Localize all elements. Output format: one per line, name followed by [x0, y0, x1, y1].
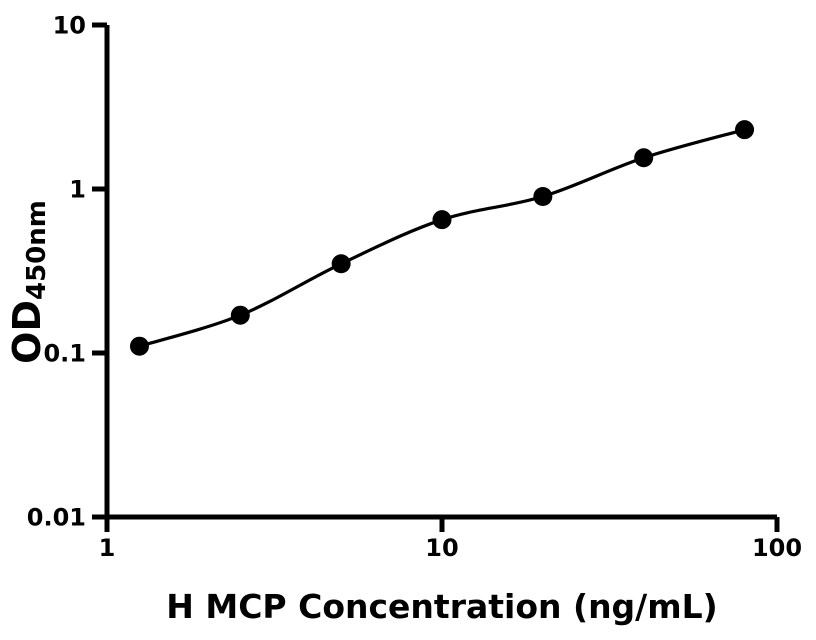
- x-tick-label: 1: [99, 534, 116, 562]
- data-point: [129, 336, 149, 356]
- y-axis-title: OD450nm: [5, 200, 52, 364]
- x-tick-label: 10: [425, 534, 458, 562]
- y-tick-label: 0.1: [43, 340, 86, 368]
- x-tick-label: 100: [752, 534, 802, 562]
- x-axis-title: H MCP Concentration (ng/mL): [166, 587, 717, 626]
- y-tick-label: 1: [69, 176, 86, 204]
- data-point: [735, 120, 755, 140]
- y-tick-label: 0.01: [27, 504, 86, 532]
- fit-curve: [138, 128, 745, 348]
- axes-spines: [104, 25, 777, 520]
- plot-layer: 10 1 0.1 0.01 1 10 100: [27, 12, 802, 562]
- data-point: [432, 210, 452, 230]
- data-point: [634, 148, 654, 168]
- y-axis-title-subscript: 450nm: [22, 200, 52, 300]
- data-point: [533, 187, 553, 207]
- data-point: [230, 305, 250, 325]
- y-tick-label: 10: [53, 12, 86, 40]
- y-axis-title-main: OD: [5, 300, 49, 364]
- data-point: [331, 254, 351, 274]
